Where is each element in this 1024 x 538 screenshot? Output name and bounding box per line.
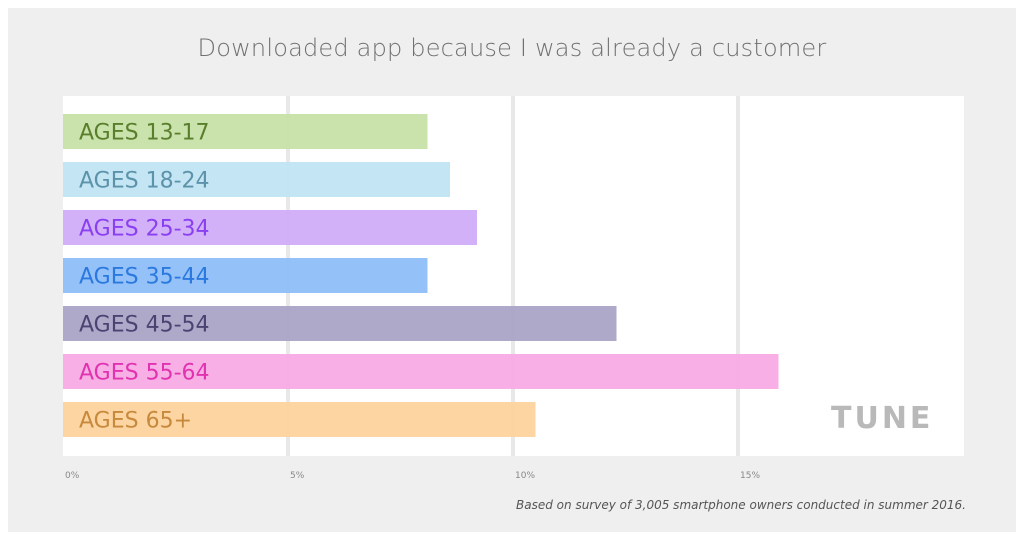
bar-ages-18-24 — [63, 162, 450, 197]
bar-ages-25-34 — [63, 210, 477, 245]
bar-ages-35-44 — [63, 258, 428, 293]
x-tick-label: 10% — [515, 471, 535, 481]
bar-label: AGES 13-17 — [79, 121, 210, 146]
bar-label: AGES 45-54 — [79, 313, 210, 338]
x-tick-label: 0% — [65, 471, 80, 481]
bar-label: AGES 18-24 — [79, 169, 210, 194]
bar-label: AGES 25-34 — [79, 217, 210, 242]
bar-ages-45-54 — [63, 306, 617, 341]
bar-label: AGES 55-64 — [79, 361, 210, 386]
gridline-15 — [736, 96, 740, 456]
bar-ages-55-64 — [63, 354, 779, 389]
x-tick-label: 15% — [740, 471, 760, 481]
bar-label: AGES 35-44 — [79, 265, 210, 290]
bar-label: AGES 65+ — [79, 409, 192, 434]
chart-footnote: Based on survey of 3,005 smartphone owne… — [516, 498, 966, 512]
chart-title: Downloaded app because I was already a c… — [197, 34, 827, 62]
x-tick-label: 5% — [290, 471, 305, 481]
gridline-10 — [511, 96, 515, 456]
tune-logo: TUNE — [831, 401, 934, 436]
bar-ages-65- — [63, 402, 536, 437]
bar-ages-13-17 — [63, 114, 428, 149]
